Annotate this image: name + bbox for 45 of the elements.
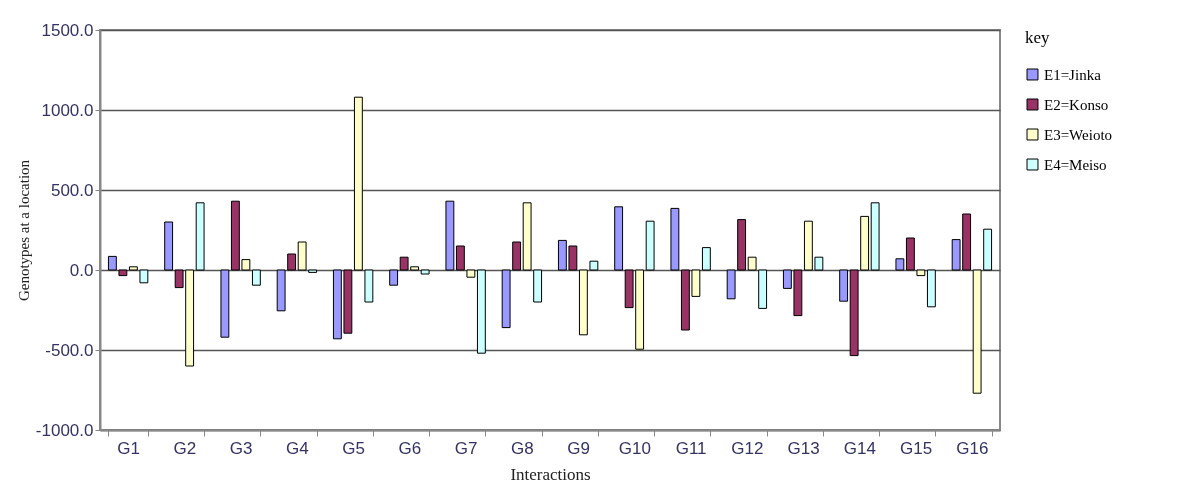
x-tick-label: G3	[229, 438, 253, 458]
y-tick-label: 1000.0	[41, 100, 94, 120]
x-tick-label: G12	[731, 438, 764, 458]
x-tick-label: G7	[454, 438, 478, 458]
x-tick-label: G6	[398, 438, 422, 458]
y-tick-label: 0.0	[69, 260, 94, 280]
bar	[251, 269, 261, 286]
bar	[476, 269, 486, 354]
x-tick-label: G4	[286, 438, 309, 458]
x-tick-label: G10	[618, 438, 651, 458]
x-tick-label: G5	[342, 438, 365, 458]
y-tick-label: -500.0	[45, 340, 94, 360]
bar	[164, 221, 174, 271]
x-tick-label: G8	[511, 438, 534, 458]
bar	[420, 269, 430, 275]
bar	[895, 258, 905, 271]
bar	[389, 269, 399, 286]
y-axis-title: Genotypes at a location	[15, 159, 32, 302]
y-tick-label: -1000.0	[35, 420, 94, 440]
x-axis-title: Interactions	[510, 464, 591, 484]
bar	[839, 269, 849, 302]
x-tick-label: G11	[675, 438, 707, 458]
x-tick-label: G9	[567, 438, 590, 458]
legend-label: E2=Konso	[1044, 96, 1109, 113]
bar	[445, 200, 455, 271]
legend-label: E3=Weioto	[1044, 126, 1113, 143]
bar	[220, 269, 230, 338]
y-tick-label: 1500.0	[41, 20, 94, 40]
bar	[870, 202, 880, 271]
x-tick-label: G16	[956, 438, 989, 458]
legend-label: E1=Jinka	[1044, 66, 1102, 83]
y-tick-label: 500.0	[50, 180, 94, 200]
bar	[670, 207, 680, 271]
legend-title: key	[1025, 28, 1051, 47]
x-tick-label: G2	[173, 438, 197, 458]
x-tick-label: G1	[117, 438, 140, 458]
x-tick-label: G13	[787, 438, 820, 458]
x-tick-label: G14	[843, 438, 876, 458]
bar	[195, 202, 205, 271]
bar	[701, 247, 711, 271]
bar	[645, 220, 655, 271]
bar	[926, 269, 936, 308]
legend-label: E4=Meiso	[1044, 156, 1107, 173]
x-tick-label: G15	[900, 438, 933, 458]
bar	[614, 206, 624, 271]
